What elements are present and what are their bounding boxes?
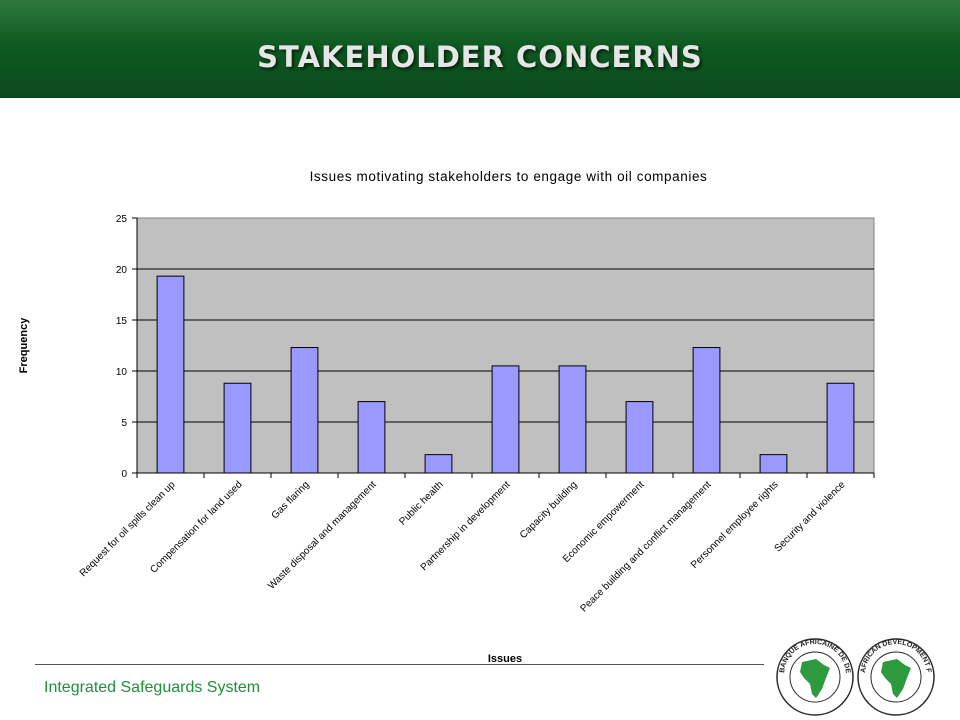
x-tick-label: Capacity building [518,479,580,541]
afdb-logo-icon: BANQUE AFRICAINE DE DEVELOPPEMENT · AFRI… [772,632,854,716]
footer-divider [35,664,764,665]
bar [826,382,855,474]
y-tick-label: 10 [116,367,128,378]
footer-text: Integrated Safeguards System [44,679,261,696]
chart-title: Issues motivating stakeholders to engage… [310,169,708,184]
x-tick-label: Peace building and conflict management [578,479,713,614]
bar [491,365,520,474]
y-tick-label: 20 [116,265,128,276]
y-tick-label: 25 [116,214,128,225]
bar [692,347,721,474]
bar [759,454,788,474]
bar [156,275,185,474]
y-tick-label: 0 [121,469,127,480]
title-bar: STAKEHOLDER CONCERNS [0,0,960,98]
slide-title: STAKEHOLDER CONCERNS [257,40,703,74]
x-axis-label: Issues [488,653,522,665]
bar [424,454,453,474]
x-tick-label: Gas flaring [270,479,312,521]
y-tick-label: 5 [121,418,127,429]
logos: BANQUE AFRICAINE DE DEVELOPPEMENT · AFRI… [772,632,935,716]
bar [357,401,386,474]
x-tick-label: Waste disposal and management [266,479,379,592]
y-axis-label: Frequency [18,317,30,374]
bar [290,347,319,474]
bar [558,365,587,474]
x-tick-label: Public health [397,479,445,527]
bar [223,382,252,474]
x-tick-label: Security and violence [773,479,848,554]
y-tick-label: 15 [116,316,128,327]
bar-chart: Issues motivating stakeholders to engage… [18,169,875,665]
bar [625,401,654,474]
